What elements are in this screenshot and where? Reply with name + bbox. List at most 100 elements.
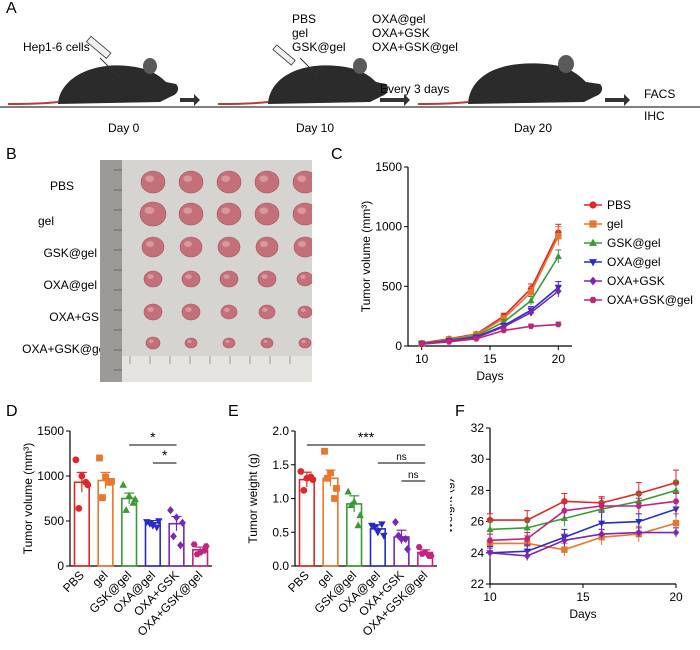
tumor-highlight <box>300 274 306 279</box>
day0-label: Day 0 <box>108 121 140 135</box>
group-label: PBS <box>292 12 317 26</box>
scatter-point <box>119 480 127 488</box>
data-point <box>527 308 535 317</box>
data-point <box>524 552 531 560</box>
scatter-point <box>146 520 154 528</box>
bar <box>97 479 114 567</box>
analysis-label: FACS <box>644 87 676 101</box>
bar <box>73 481 90 567</box>
panel-label-b: B <box>6 146 17 163</box>
group-label: gel <box>292 26 309 40</box>
bar-group <box>167 506 186 567</box>
scatter-point <box>418 550 426 557</box>
data-point <box>524 535 531 542</box>
scatter-point <box>96 454 103 462</box>
bar <box>121 497 138 567</box>
data-point <box>473 336 480 342</box>
y-tick-label: 500 <box>382 279 402 293</box>
scatter-point <box>356 511 364 519</box>
panel-label-a: A <box>6 0 17 17</box>
y-tick-label: 24 <box>471 546 485 560</box>
tumor-grid <box>139 170 312 350</box>
scatter-point <box>297 468 305 475</box>
scatter-point <box>347 501 355 508</box>
group-label: OXA+GSK <box>372 26 430 40</box>
analysis-label: IHC <box>644 109 665 123</box>
tumor-photo <box>100 160 312 382</box>
tumor-sample <box>257 270 277 288</box>
tumor-highlight <box>259 207 269 214</box>
x-tick-label: 20 <box>552 352 566 366</box>
series-line <box>489 489 677 531</box>
series-line <box>489 500 677 542</box>
scatter-point <box>333 484 340 492</box>
x-tick-label: PBS <box>285 568 312 595</box>
scatter-point <box>398 534 405 544</box>
scatter-point <box>300 487 308 494</box>
tumor-highlight <box>297 207 307 214</box>
legend-marker <box>589 276 597 286</box>
legend-marker <box>589 201 597 209</box>
series <box>418 281 562 348</box>
scatter-point <box>321 447 328 455</box>
scatter-point <box>72 456 80 464</box>
data-point <box>672 519 680 527</box>
significance-label: *** <box>358 429 375 445</box>
tumor-highlight <box>183 207 193 214</box>
data-point <box>598 520 606 527</box>
y-tick-label: 1.5 <box>272 458 289 472</box>
y-tick-label: 22 <box>471 577 485 591</box>
group-list-1: PBS gel GSK@gel <box>292 12 346 54</box>
scatter-point <box>380 532 388 540</box>
day20-label: Day 20 <box>514 121 553 135</box>
arrow-icon <box>180 94 200 106</box>
tumor-highlight <box>297 175 307 182</box>
data-point <box>555 233 562 240</box>
analysis-list: FACS IHC <box>644 87 675 123</box>
group-label: OXA@gel <box>372 12 426 26</box>
scatter-point <box>327 469 334 477</box>
series <box>418 321 562 347</box>
tumor-highlight <box>221 207 231 214</box>
scatter-point <box>395 531 402 540</box>
scatter-point <box>371 524 379 531</box>
tumor-highlight <box>225 340 230 343</box>
scatter-point <box>122 506 130 513</box>
tumor-sample <box>293 236 312 258</box>
y-tick-label: 1000 <box>375 220 402 234</box>
y-tick-label: 0.5 <box>272 525 289 539</box>
data-point <box>672 486 680 493</box>
scatter-point <box>173 513 180 522</box>
data-point <box>561 507 568 514</box>
legend-label: OXA@gel <box>607 255 661 269</box>
y-tick-label: 0.0 <box>272 559 289 573</box>
scatter-point <box>143 519 151 526</box>
row-label: gel <box>37 214 54 228</box>
scatter-point <box>170 532 177 541</box>
significance-label: * <box>150 429 156 445</box>
data-point <box>527 289 535 296</box>
series <box>486 493 680 547</box>
tumor-sample <box>216 170 242 194</box>
bar-group <box>143 518 163 567</box>
x-axis-label: Days <box>476 369 503 383</box>
bar-group <box>368 521 388 567</box>
tumor-highlight <box>260 241 268 247</box>
data-point <box>561 536 568 545</box>
series-line <box>421 323 559 346</box>
bar-group <box>72 456 92 567</box>
x-tick-label: 15 <box>483 352 497 366</box>
significance-label: * <box>162 447 168 463</box>
tumor-sample <box>222 337 236 349</box>
tumor-sample <box>254 170 280 194</box>
tumor-highlight <box>147 274 154 279</box>
tumor-sample <box>143 270 163 288</box>
scatter-point <box>193 551 201 558</box>
panel-a-schematic <box>0 35 700 108</box>
data-point <box>555 321 562 328</box>
panel-label-d: D <box>6 403 18 420</box>
scatter-point <box>167 506 174 515</box>
scatter-point <box>177 541 184 550</box>
data-point <box>486 525 494 532</box>
tumor-highlight <box>222 241 230 247</box>
